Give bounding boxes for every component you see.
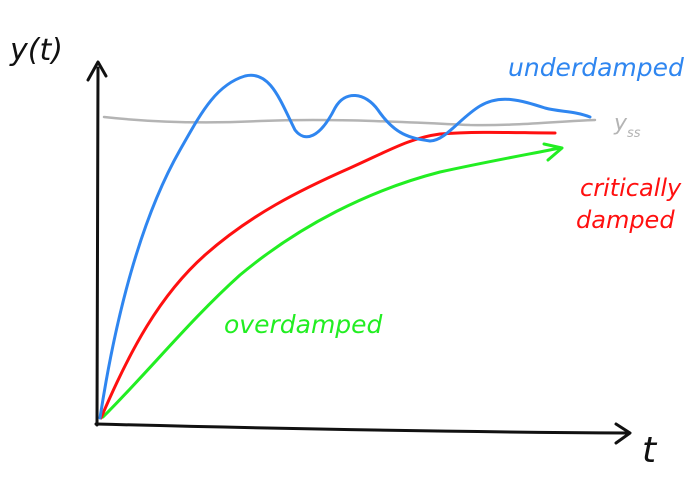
underdamped-curve	[98, 73, 592, 420]
x-axis-label: t	[642, 430, 658, 471]
critically-damped-label-line2: damped	[576, 206, 675, 234]
steady-state-label-subscript: ss	[627, 126, 641, 141]
x-axis	[94, 422, 630, 435]
steady-state-label-main: y	[613, 111, 628, 136]
overdamped-label: overdamped	[224, 310, 383, 339]
y-axis-label: y(t)	[9, 33, 63, 68]
x-axis-arrowhead	[614, 422, 632, 445]
overdamped-arrowhead	[542, 142, 564, 162]
critically-damped-label-line1: critically	[580, 174, 682, 202]
steady-state-label: yss	[613, 111, 641, 141]
y-axis-arrowhead	[86, 60, 108, 82]
underdamped-label: underdamped	[508, 53, 684, 82]
overdamped-curve	[101, 146, 562, 419]
y-axis	[95, 66, 100, 427]
critically-damped-curve	[99, 130, 557, 420]
steady-state-line	[102, 115, 597, 127]
